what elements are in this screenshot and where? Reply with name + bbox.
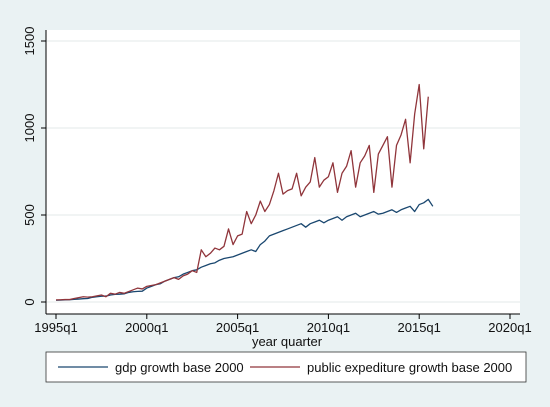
x-tick-label-1: 2000q1 xyxy=(125,320,168,335)
x-tick-label-4: 2015q1 xyxy=(398,320,441,335)
series-lines xyxy=(55,83,434,301)
x-axis-title: year quarter xyxy=(252,334,323,349)
series-line-expenditure xyxy=(55,83,429,301)
y-tick-label-0: 0 xyxy=(22,298,37,305)
x-tick-label-3: 2010q1 xyxy=(307,320,350,335)
legend: gdp growth base 2000 public expediture g… xyxy=(45,351,527,383)
tick-labels: 0 500 1000 1500 1995q1 2000q1 2005q1 2010q1 2015… xyxy=(22,27,532,335)
series-line-gdp xyxy=(55,198,434,301)
legend-label-expenditure: public expediture growth base 2000 xyxy=(307,360,512,375)
x-tick-label-0: 1995q1 xyxy=(34,320,77,335)
y-tick-label-3: 1500 xyxy=(22,27,37,56)
y-tick-label-2: 1000 xyxy=(22,114,37,143)
axes xyxy=(41,30,520,319)
plot-area xyxy=(46,30,520,314)
legend-label-gdp: gdp growth base 2000 xyxy=(115,360,244,375)
y-tick-label-1: 500 xyxy=(22,204,37,226)
gridlines xyxy=(46,40,520,303)
x-tick-label-5: 2020q1 xyxy=(488,320,531,335)
x-tick-label-2: 2005q1 xyxy=(216,320,259,335)
